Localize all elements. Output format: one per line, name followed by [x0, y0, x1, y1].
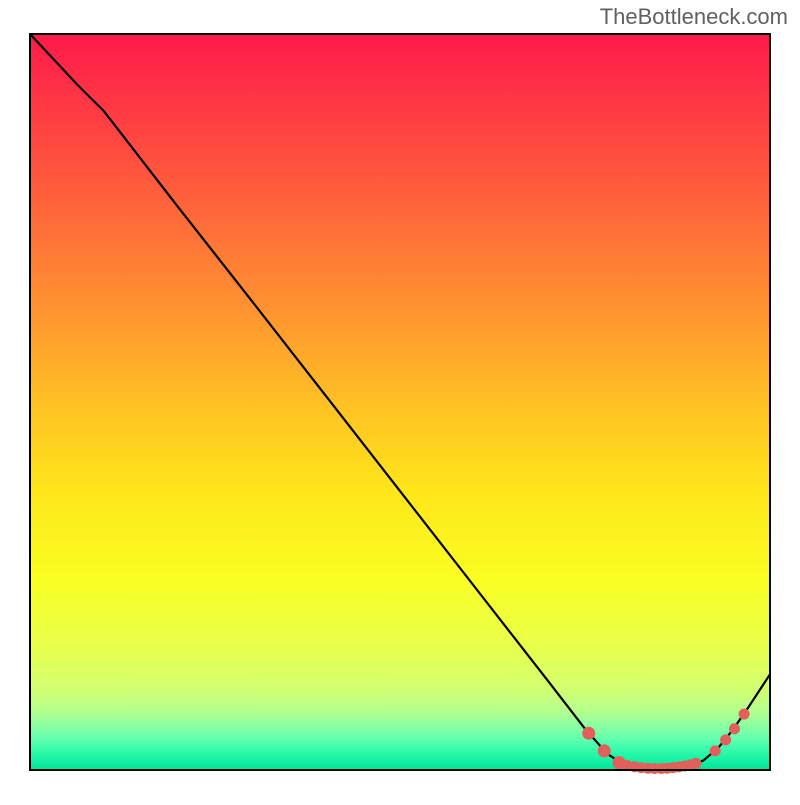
chart-marker — [582, 727, 595, 740]
chart-marker — [691, 758, 702, 769]
chart-marker — [739, 709, 750, 720]
chart-marker — [598, 744, 611, 757]
bottleneck-chart — [0, 0, 800, 800]
chart-svg — [0, 0, 800, 800]
chart-marker — [720, 734, 731, 745]
chart-marker — [729, 723, 740, 734]
chart-marker — [710, 745, 721, 756]
chart-background — [30, 34, 770, 770]
